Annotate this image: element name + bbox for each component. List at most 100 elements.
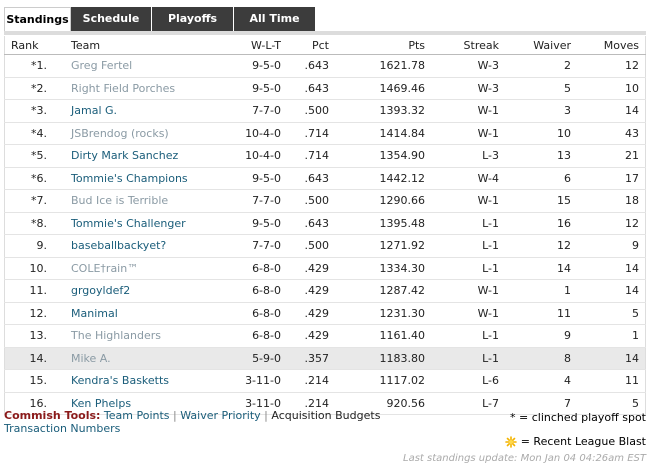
col-moves[interactable]: Moves <box>577 36 646 55</box>
tab-standings[interactable]: Standings <box>4 7 71 31</box>
col-waiver[interactable]: Waiver <box>505 36 577 55</box>
cell-pts: 1161.40 <box>335 324 431 348</box>
team-link[interactable]: Greg Fertel <box>71 59 133 73</box>
blast-legend-label: = Recent League Blast <box>520 435 646 448</box>
commish-tools: Commish Tools: Team Points | Waiver Prio… <box>4 409 380 435</box>
cell-pct: .500 <box>287 99 335 123</box>
team-link[interactable]: Dirty Mark Sanchez <box>71 149 179 163</box>
cell-team: Jamal G. <box>65 99 227 123</box>
cell-moves: 9 <box>577 234 646 258</box>
team-link[interactable]: The Highlanders <box>71 329 162 343</box>
blast-legend: = Recent League Blast <box>504 435 646 448</box>
cell-pct: .214 <box>287 369 335 393</box>
cell-waiver: 8 <box>505 347 577 370</box>
cell-streak: L-3 <box>431 144 505 168</box>
team-link[interactable]: Jamal G. <box>71 104 118 118</box>
col-wlt[interactable]: W-L-T <box>227 36 287 55</box>
cell-pts: 1117.02 <box>335 369 431 393</box>
team-link[interactable]: Tommie's Challenger <box>71 216 186 230</box>
tab-all-time[interactable]: All Time <box>234 7 316 31</box>
table-row: *8. Tommie's Challenger 9-5-0.643 1395.48 L-… <box>4 212 646 235</box>
team-link[interactable]: JSBrendog (rocks) <box>71 126 169 140</box>
col-pts[interactable]: Pts <box>335 36 431 55</box>
transaction-numbers-link[interactable]: Transaction Numbers <box>4 422 121 435</box>
cell-rank: *6. <box>4 167 65 190</box>
cell-wlt: 9-5-0 <box>227 77 287 100</box>
commish-tools-label: Commish Tools: <box>4 409 101 422</box>
col-rank[interactable]: Rank <box>4 36 65 55</box>
cell-pct: .714 <box>287 122 335 145</box>
cell-waiver: 9 <box>505 324 577 348</box>
cell-team: The Highlanders <box>65 324 227 348</box>
col-streak[interactable]: Streak <box>431 36 505 55</box>
cell-wlt: 9-5-0 <box>227 167 287 190</box>
cell-pts: 1414.84 <box>335 122 431 145</box>
cell-team: Tommie's Champions <box>65 167 227 190</box>
tab-bar: Standings Schedule Playoffs All Time <box>4 7 316 31</box>
team-link[interactable]: grgoyldef2 <box>71 284 131 298</box>
cell-wlt: 6-8-0 <box>227 302 287 325</box>
team-link[interactable]: Kendra's Basketts <box>71 374 170 388</box>
cell-streak: L-1 <box>431 257 505 280</box>
team-link[interactable]: Bud Ice is Terrible <box>71 194 169 208</box>
cell-pts: 1271.92 <box>335 234 431 258</box>
cell-moves: 17 <box>577 167 646 190</box>
cell-moves: 12 <box>577 54 646 78</box>
cell-streak: L-1 <box>431 212 505 235</box>
cell-streak: L-6 <box>431 369 505 393</box>
table-row: 13. The Highlanders 6-8-0.429 1161.40 L-1 9 1 <box>4 324 646 348</box>
team-link[interactable]: baseballbackyet? <box>71 239 167 253</box>
standings-table: Rank Team W-L-T Pct Pts Streak Waiver Mo… <box>4 36 646 415</box>
cell-waiver: 6 <box>505 167 577 190</box>
cell-wlt: 10-4-0 <box>227 144 287 168</box>
cell-moves: 12 <box>577 212 646 235</box>
tab-schedule[interactable]: Schedule <box>71 7 152 31</box>
table-row: 10. COLE†rain™ 6-8-0.429 1334.30 L-1 14 14 <box>4 257 646 280</box>
team-link[interactable]: Manimal <box>71 306 118 320</box>
cell-streak: L-7 <box>431 392 505 415</box>
cell-waiver: 4 <box>505 369 577 393</box>
cell-pct: .500 <box>287 234 335 258</box>
team-link[interactable]: Right Field Porches <box>71 81 176 95</box>
waiver-priority-link[interactable]: Waiver Priority <box>180 409 261 422</box>
table-row: *2. Right Field Porches 9-5-0.643 1469.46 W-… <box>4 77 646 100</box>
divider: | <box>173 409 177 422</box>
cell-moves: 14 <box>577 347 646 370</box>
last-update: Last standings update: Mon Jan 04 04:26a… <box>403 453 646 464</box>
col-team[interactable]: Team <box>65 36 227 55</box>
cell-pts: 1354.90 <box>335 144 431 168</box>
cell-pct: .643 <box>287 77 335 100</box>
cell-team: grgoyldef2 <box>65 279 227 303</box>
team-link[interactable]: Tommie's Champions <box>71 171 188 185</box>
cell-pct: .429 <box>287 302 335 325</box>
cell-waiver: 2 <box>505 54 577 78</box>
blast-star-icon <box>504 435 517 448</box>
cell-waiver: 12 <box>505 234 577 258</box>
team-link[interactable]: Ken Phelps <box>71 396 132 410</box>
cell-rank: *3. <box>4 99 65 123</box>
tab-playoffs[interactable]: Playoffs <box>152 7 234 31</box>
cell-streak: W-4 <box>431 167 505 190</box>
cell-moves: 14 <box>577 99 646 123</box>
cell-rank: 16. <box>4 392 65 415</box>
table-row: 16. Ken Phelps 3-11-0.214 920.56 L-7 7 5 <box>4 392 646 415</box>
cell-streak: L-1 <box>431 324 505 348</box>
team-link[interactable]: COLE†rain™ <box>71 261 139 275</box>
col-pct[interactable]: Pct <box>287 36 335 55</box>
cell-wlt: 10-4-0 <box>227 122 287 145</box>
cell-rank: 11. <box>4 279 65 303</box>
team-link[interactable]: Mike A. <box>71 351 111 365</box>
acquisition-budgets-link[interactable]: Acquisition Budgets <box>271 409 381 422</box>
table-row: 15. Kendra's Basketts 3-11-0.214 1117.02 L-6… <box>4 369 646 393</box>
cell-wlt: 6-8-0 <box>227 324 287 348</box>
team-points-link[interactable]: Team Points <box>103 409 170 422</box>
cell-team: Manimal <box>65 302 227 325</box>
cell-rank: *2. <box>4 77 65 100</box>
cell-team: Mike A. <box>65 347 227 370</box>
cell-team: JSBrendog (rocks) <box>65 122 227 145</box>
cell-waiver: 15 <box>505 189 577 213</box>
cell-pts: 1290.66 <box>335 189 431 213</box>
cell-waiver: 10 <box>505 122 577 145</box>
table-header-row: Rank Team W-L-T Pct Pts Streak Waiver Mo… <box>4 36 646 55</box>
cell-rank: 15. <box>4 369 65 393</box>
